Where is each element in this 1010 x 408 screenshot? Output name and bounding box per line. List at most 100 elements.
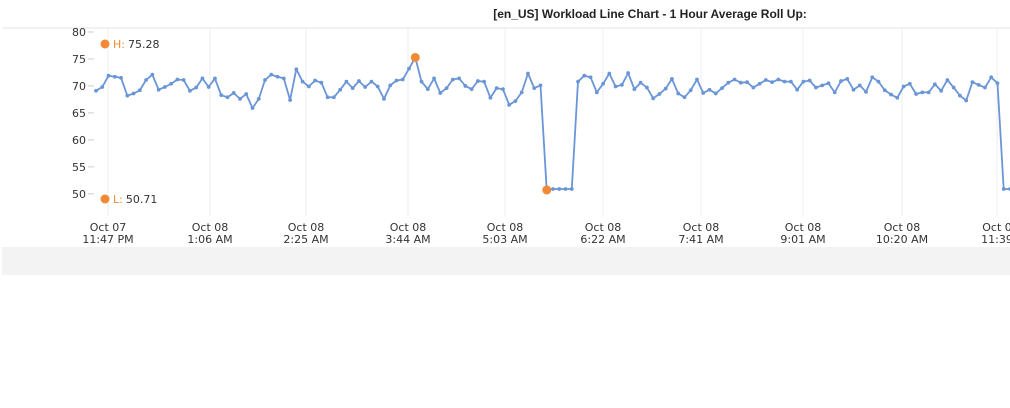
high-label-key: H: xyxy=(113,38,125,51)
chart-panel: 50 55 60 65 70 75 80 Oct 07 11:47 PM Oct 08 1:06 … xyxy=(0,26,1010,248)
data-point xyxy=(238,96,242,101)
data-point xyxy=(901,84,906,89)
data-point xyxy=(857,83,862,88)
data-point xyxy=(300,79,305,84)
data-point xyxy=(851,87,856,92)
data-point xyxy=(582,73,587,78)
data-point xyxy=(795,87,800,92)
data-point xyxy=(676,91,681,96)
data-point xyxy=(532,86,537,90)
y-tick-label: 65 xyxy=(72,107,86,120)
low-label-key: L: xyxy=(113,193,123,206)
low-marker-dot xyxy=(542,185,552,195)
data-point xyxy=(651,96,656,101)
data-point xyxy=(344,79,349,84)
data-point xyxy=(826,81,831,86)
high-legend-dot xyxy=(100,39,110,49)
high-low-markers: H: 75.28 L: 50.71 xyxy=(100,38,552,206)
data-point xyxy=(357,79,361,83)
data-point xyxy=(200,76,205,81)
data-point xyxy=(388,83,393,88)
x-tick-label-date: Oct 08 xyxy=(785,221,822,234)
data-point xyxy=(757,81,762,86)
data-point xyxy=(569,187,574,191)
data-point xyxy=(695,77,699,82)
y-tick-label: 80 xyxy=(72,26,86,39)
x-tick-label-time: 11:47 PM xyxy=(82,233,133,246)
y-tick-label: 50 xyxy=(72,188,86,201)
data-point xyxy=(657,92,662,96)
data-point xyxy=(369,79,374,84)
data-point xyxy=(513,99,518,103)
data-point xyxy=(995,81,1000,86)
high-label-value: 75.28 xyxy=(128,38,160,51)
data-point xyxy=(670,77,674,81)
data-point xyxy=(156,87,161,92)
data-point xyxy=(112,74,117,79)
data-point xyxy=(801,79,806,84)
data-point xyxy=(576,79,580,84)
data-point xyxy=(188,88,192,93)
data-point xyxy=(507,102,512,107)
data-point xyxy=(363,85,368,89)
data-point xyxy=(588,75,593,80)
data-point xyxy=(119,75,123,80)
data-point xyxy=(438,91,443,95)
chart-footer-bar xyxy=(2,247,1010,275)
data-point xyxy=(876,79,881,84)
data-point xyxy=(989,75,994,80)
data-point xyxy=(820,83,825,88)
data-point xyxy=(895,95,900,100)
data-point xyxy=(175,77,180,82)
x-tick-label-time: 2:25 AM xyxy=(283,233,328,246)
data-point xyxy=(137,88,142,93)
x-tick-label-date: Oct 08 xyxy=(683,221,720,234)
data-point xyxy=(845,77,850,81)
data-point xyxy=(331,95,336,100)
data-point xyxy=(914,92,918,96)
y-tick-label: 60 xyxy=(72,134,86,147)
data-point xyxy=(526,71,530,76)
data-point xyxy=(932,82,937,87)
x-tick-label-time: 9:01 AM xyxy=(780,233,825,246)
data-point xyxy=(951,85,956,90)
data-point xyxy=(601,81,605,86)
data-point xyxy=(319,80,324,85)
data-point xyxy=(325,95,330,100)
data-point xyxy=(788,79,793,84)
data-point xyxy=(338,87,343,92)
data-point xyxy=(350,86,355,90)
data-point xyxy=(294,67,299,72)
data-point xyxy=(244,92,249,96)
data-point xyxy=(745,80,749,85)
data-point xyxy=(632,87,637,92)
data-point xyxy=(538,83,543,88)
data-point xyxy=(663,86,668,91)
data-point xyxy=(469,87,474,92)
data-point xyxy=(607,71,612,76)
data-point xyxy=(1001,187,1006,191)
data-point xyxy=(256,96,261,101)
data-point xyxy=(519,90,524,95)
data-point xyxy=(394,78,399,83)
data-point xyxy=(419,79,424,84)
data-point xyxy=(313,78,318,83)
data-point xyxy=(125,93,130,98)
x-tick-label-time: 5:03 AM xyxy=(482,233,527,246)
data-point xyxy=(488,95,493,100)
y-tick-label: 70 xyxy=(72,80,86,93)
data-point xyxy=(613,84,618,89)
low-label-value: 50.71 xyxy=(126,193,158,206)
data-point xyxy=(645,85,649,90)
grid xyxy=(2,27,1010,216)
data-point xyxy=(225,95,230,100)
data-point xyxy=(400,77,405,82)
data-point xyxy=(814,85,818,90)
data-point xyxy=(945,78,950,82)
data-point xyxy=(382,96,386,101)
low-legend-dot xyxy=(100,194,110,204)
x-tick-label-date: Oct 08 xyxy=(585,221,622,234)
data-point xyxy=(983,85,987,90)
data-point xyxy=(638,80,643,85)
